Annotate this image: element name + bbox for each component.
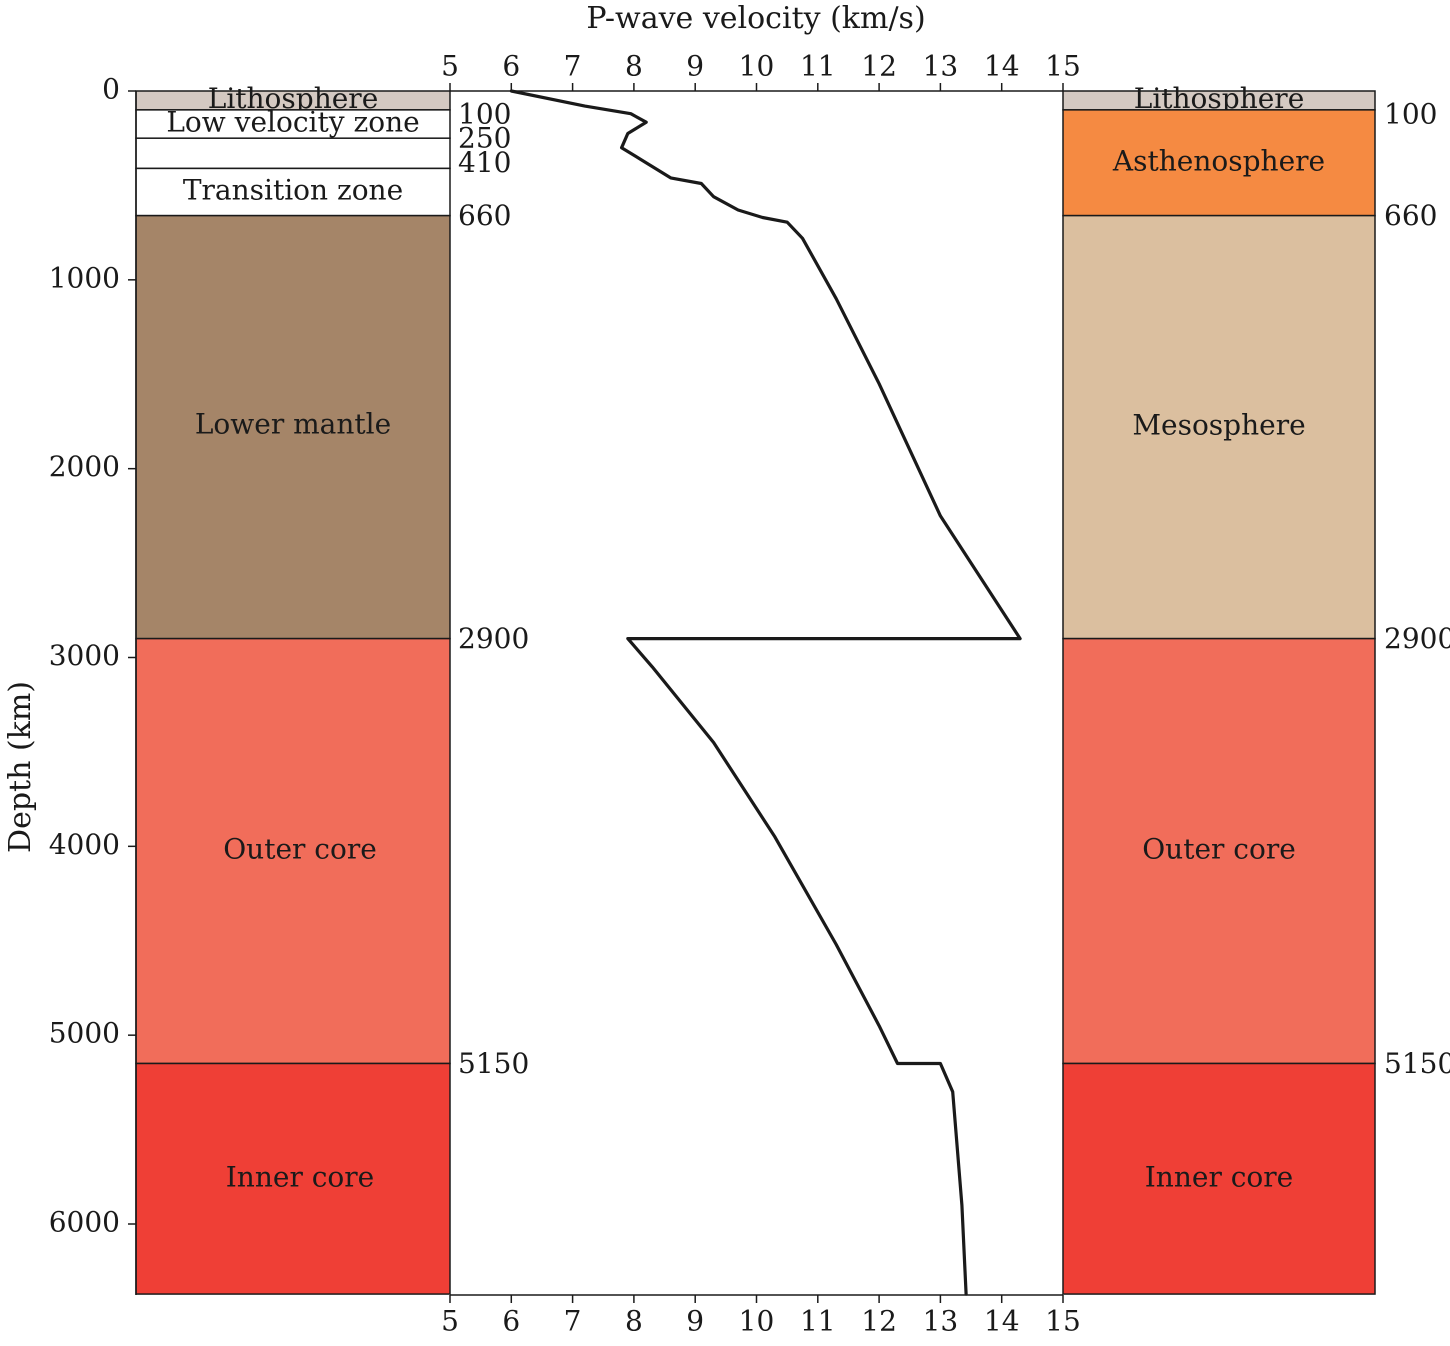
left-boundary-label: 410 [458,146,511,179]
left-boundary-label: 2900 [458,622,529,655]
left-boundary-label: 660 [458,199,511,232]
right-layer-mesosphere [1062,214,1376,640]
right-boundary-label: 660 [1384,199,1437,232]
left-boundary-label: 5150 [458,1047,529,1080]
x-tick-label-bottom: 12 [861,1305,897,1338]
right-layer-inner-core [1062,1062,1376,1295]
y-tick-label: 1000 [49,261,120,294]
y-tick-label: 6000 [49,1206,120,1239]
y-axis-title: Depth (km) [3,681,38,853]
right-boundary-label: 100 [1384,97,1437,130]
y-tick-label: 4000 [49,828,120,861]
left-layer-lower-mantle [135,214,451,640]
left-layer-outer-core [135,637,451,1065]
left-layer-label: Inner core [226,1160,374,1193]
right-layer-label: Inner core [1145,1160,1293,1193]
y-tick-label: 5000 [49,1017,120,1050]
right-layer-column: LithosphereAsthenosphereMesosphereOuter … [1062,82,1376,1295]
x-tick-label-bottom: 10 [739,1305,775,1338]
x-tick-label-top: 8 [625,50,643,83]
x-tick-label-top: 6 [502,50,520,83]
y-tick-label: 2000 [49,450,120,483]
x-tick-label-bottom: 8 [625,1305,643,1338]
x-tick-label-bottom: 13 [923,1305,959,1338]
left-layer-label: Outer core [223,833,377,866]
left-layer-label: Transition zone [183,174,403,207]
x-tick-label-top: 12 [861,50,897,83]
x-tick-label-bottom: 9 [686,1305,704,1338]
right-boundary-label: 2900 [1384,622,1450,655]
x-tick-label-bottom: 6 [502,1305,520,1338]
left-boundary-label: 250 [458,122,511,155]
left-layer-label: Low velocity zone [166,106,419,139]
x-tick-label-top: 11 [800,50,836,83]
right-layer-label: Outer core [1142,833,1296,866]
x-tick-label-top: 5 [441,50,459,83]
x-tick-label-top: 9 [686,50,704,83]
left-layer-inner-core [135,1062,451,1295]
y-tick-label: 0 [102,73,120,106]
y-tick-label: 3000 [49,639,120,672]
p-wave-velocity-line [509,89,1022,1296]
x-tick-label-bottom: 7 [564,1305,582,1338]
right-layer-label: Mesosphere [1132,409,1305,442]
right-boundary-label: 5150 [1384,1047,1450,1080]
plot-area [509,89,1022,1296]
x-tick-label-top: 10 [739,50,775,83]
right-layer-outer-core [1062,637,1376,1065]
x-tick-label-top: 14 [984,50,1020,83]
x-tick-label-bottom: 15 [1045,1305,1081,1338]
left-boundary-label: 100 [458,97,511,130]
x-tick-label-bottom: 5 [441,1305,459,1338]
right-layer-label: Asthenosphere [1112,144,1325,177]
x-tick-label-bottom: 14 [984,1305,1020,1338]
x-tick-label-top: 7 [564,50,582,83]
x-tick-label-top: 15 [1045,50,1081,83]
x-tick-label-top: 13 [923,50,959,83]
left-layer-band-2 [135,137,451,170]
left-layer-label: Lower mantle [195,408,391,441]
x-axis-title: P-wave velocity (km/s) [586,1,925,36]
x-tick-label-bottom: 11 [800,1305,836,1338]
axes: 5 5 6 6 7 7 8 8 9 9 10 10 11 11 12 12 13 13 14 14 15 15 0 1000 2… [49,50,1450,1338]
